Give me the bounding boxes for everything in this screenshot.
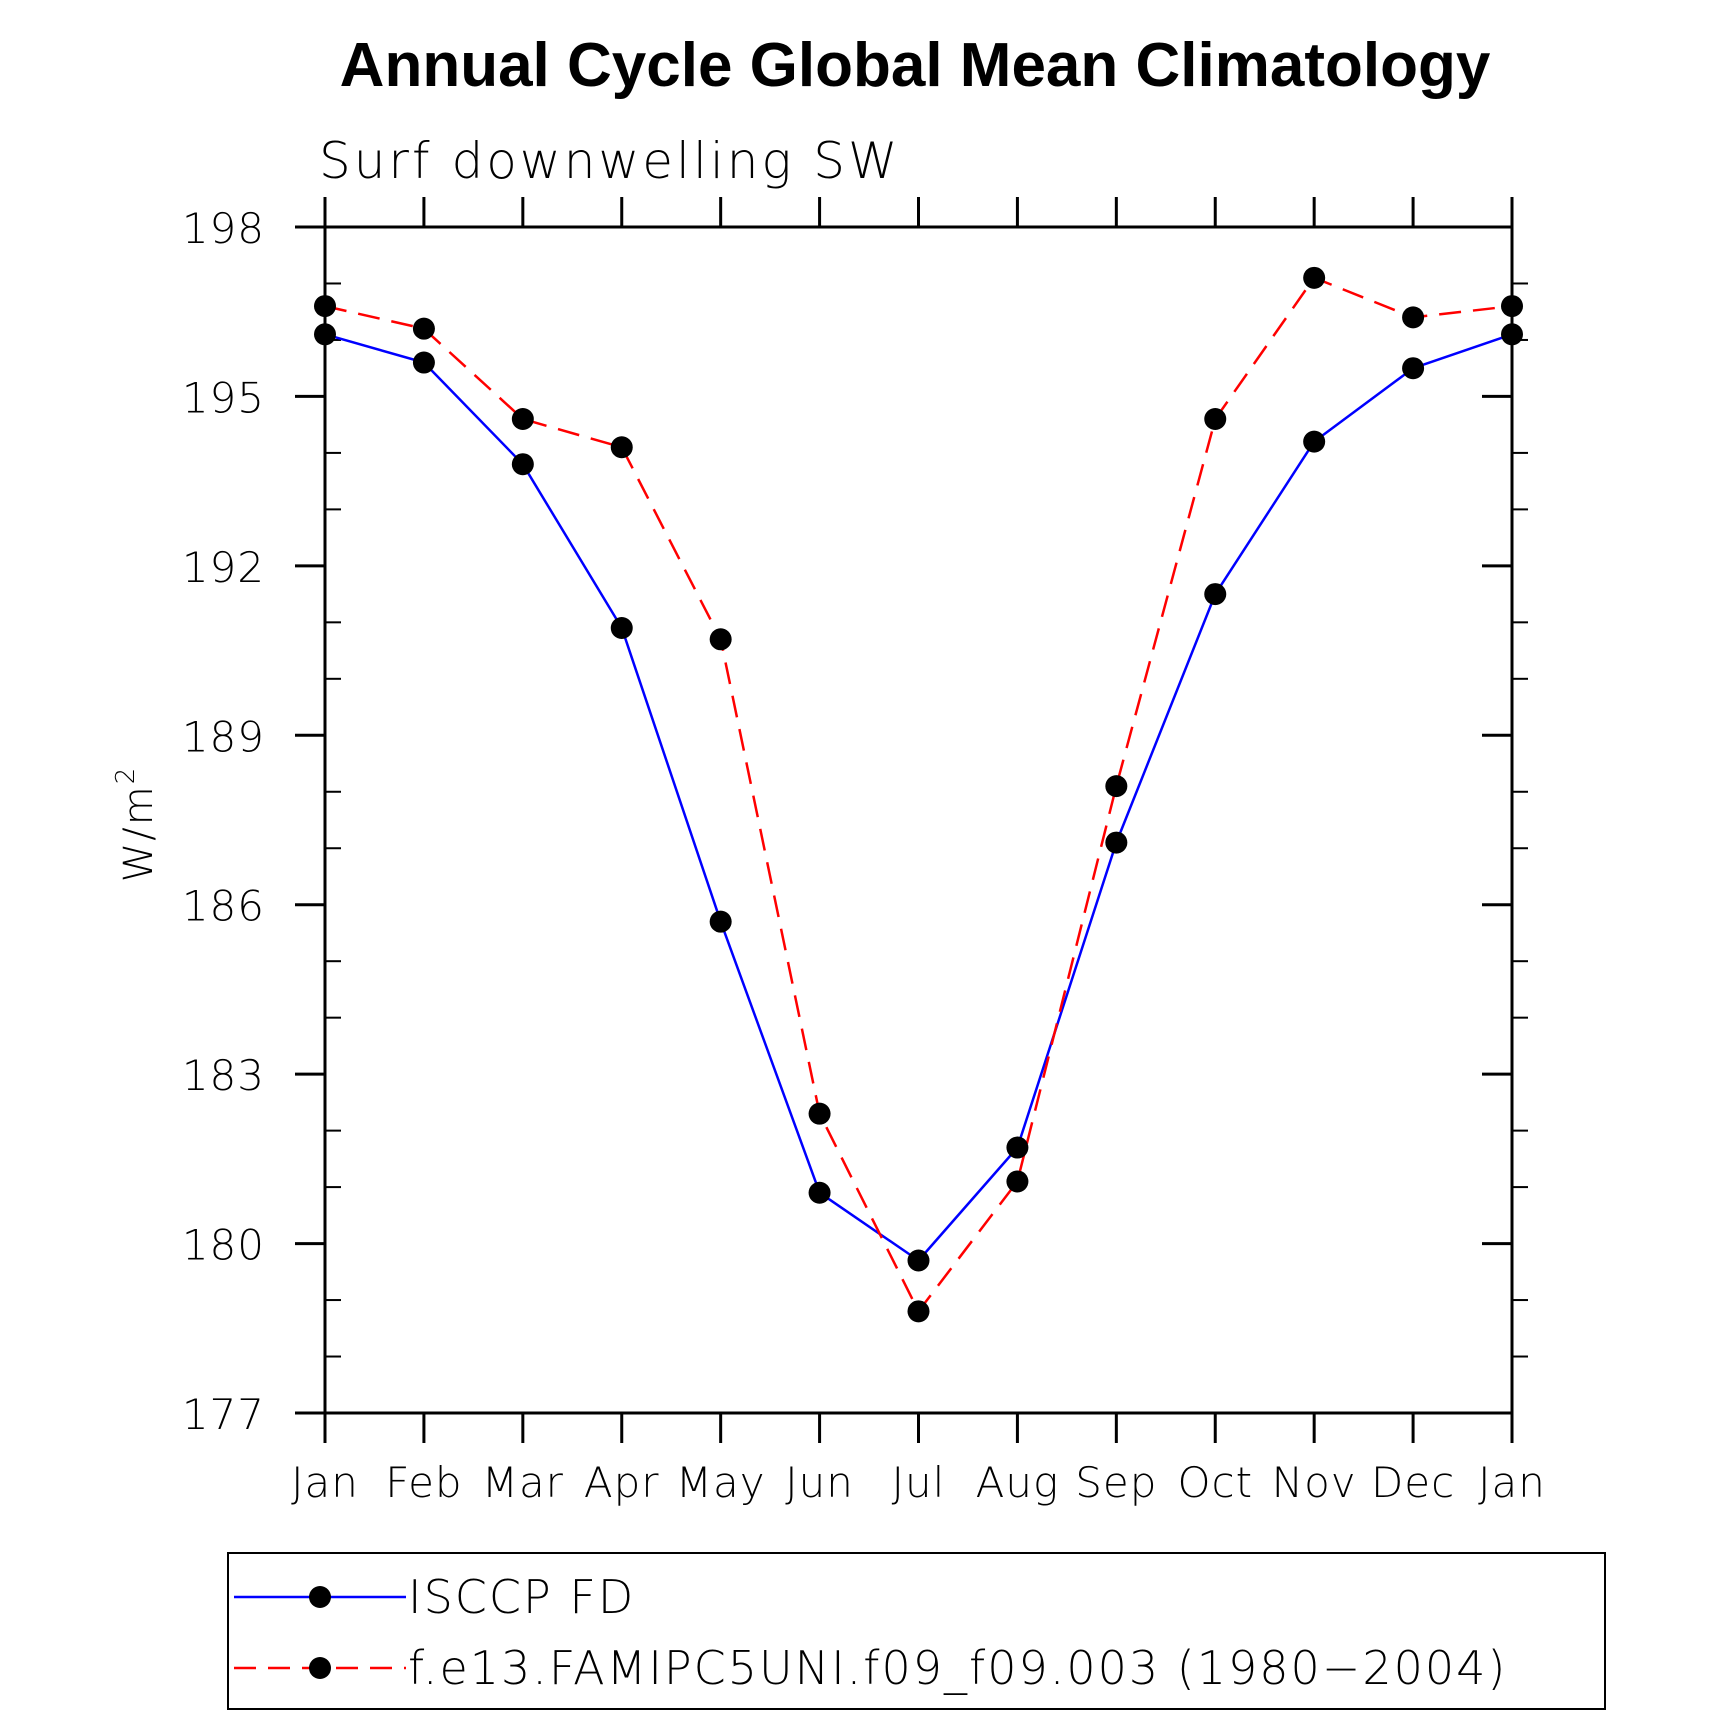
y-axis-label-unit: W/m — [116, 784, 162, 882]
chart-title: Annual Cycle Global Mean Climatology — [340, 31, 1491, 100]
data-point-model — [610, 436, 633, 459]
data-point-model — [314, 295, 336, 318]
legend-marker-isccp — [309, 1586, 331, 1608]
y-tick-label: 180 — [182, 1221, 265, 1270]
data-point-isccp — [808, 1181, 831, 1204]
legend-box — [227, 1552, 1606, 1710]
y-tick-label: 186 — [182, 882, 265, 931]
series-line-model — [324, 276, 1513, 1313]
y-tick-label: 195 — [182, 373, 265, 422]
data-point-model — [1402, 306, 1425, 329]
x-tick-label: Feb — [385, 1458, 462, 1507]
x-tick-label: May — [676, 1458, 766, 1507]
y-tick-label: 183 — [182, 1051, 265, 1100]
data-point-model — [808, 1102, 831, 1125]
y-tick-label: 189 — [182, 712, 265, 761]
data-point-isccp — [412, 351, 435, 374]
data-point-isccp — [1006, 1136, 1029, 1159]
y-tick-labels: 177 180 183 186 189 192 195 198 — [182, 204, 265, 1439]
data-point-isccp — [1501, 323, 1523, 346]
x-tick-label: Jan — [1478, 1458, 1546, 1507]
data-point-model — [1105, 775, 1128, 798]
data-point-model — [1501, 295, 1523, 318]
data-point-isccp — [709, 910, 732, 933]
y-axis-label-group: W/m2 — [111, 766, 162, 883]
y-tick-label: 192 — [182, 543, 265, 592]
y-tick-label: 198 — [182, 204, 265, 253]
series-line-isccp — [324, 333, 1513, 1262]
y-axis-label-superscript: 2 — [111, 766, 141, 785]
x-tick-label: Aug — [976, 1458, 1060, 1507]
x-tick-label: Nov — [1272, 1458, 1357, 1507]
data-point-isccp — [1105, 831, 1128, 854]
x-tick-label: Jun — [785, 1458, 854, 1507]
data-point-model — [511, 408, 534, 431]
y-tick-label: 177 — [182, 1390, 265, 1439]
data-point-isccp — [1402, 357, 1425, 380]
legend-marker-model — [309, 1657, 331, 1679]
legend-label-isccp: ISCCP FD — [408, 1570, 635, 1624]
data-point-isccp — [1204, 583, 1227, 606]
data-point-model — [1303, 266, 1326, 289]
x-tick-label: Oct — [1177, 1458, 1253, 1507]
axis-ticks — [295, 197, 1528, 1443]
data-point-isccp — [511, 453, 534, 476]
data-point-isccp — [1303, 430, 1326, 453]
data-point-model — [412, 317, 435, 340]
data-point-isccp — [907, 1249, 930, 1272]
y-axis-label: W/m2 — [111, 766, 162, 883]
x-tick-label: Mar — [482, 1458, 564, 1507]
x-tick-label: Dec — [1371, 1458, 1455, 1507]
chart-subtitle: Surf downwelling SW — [319, 132, 901, 190]
x-tick-label: Apr — [584, 1458, 660, 1507]
x-tick-label: Jan — [291, 1458, 359, 1507]
data-point-model — [1006, 1170, 1029, 1193]
x-tick-labels: Jan Feb Mar Apr May Jun Jul Aug Sep Oct Nov Dec Jan — [291, 1458, 1546, 1507]
legend-label-model: f.e13.FAMIPC5UNI.f09_f09.003 (1980−2004) — [408, 1641, 1507, 1695]
data-point-model — [709, 628, 732, 651]
x-tick-label: Sep — [1075, 1458, 1157, 1507]
data-point-isccp — [610, 616, 633, 639]
plot-frame — [323, 225, 1514, 1415]
legend: ISCCP FD f.e13.FAMIPC5UNI.f09_f09.003 (1… — [227, 1552, 1606, 1710]
data-point-model — [1204, 408, 1227, 431]
data-point-model — [907, 1300, 930, 1323]
series-markers — [314, 266, 1523, 1323]
data-point-isccp — [314, 323, 336, 346]
series-lines — [324, 276, 1513, 1313]
x-tick-label: Jul — [892, 1458, 946, 1507]
